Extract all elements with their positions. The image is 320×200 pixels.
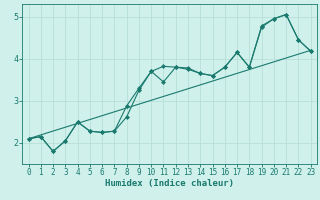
X-axis label: Humidex (Indice chaleur): Humidex (Indice chaleur) [105,179,234,188]
